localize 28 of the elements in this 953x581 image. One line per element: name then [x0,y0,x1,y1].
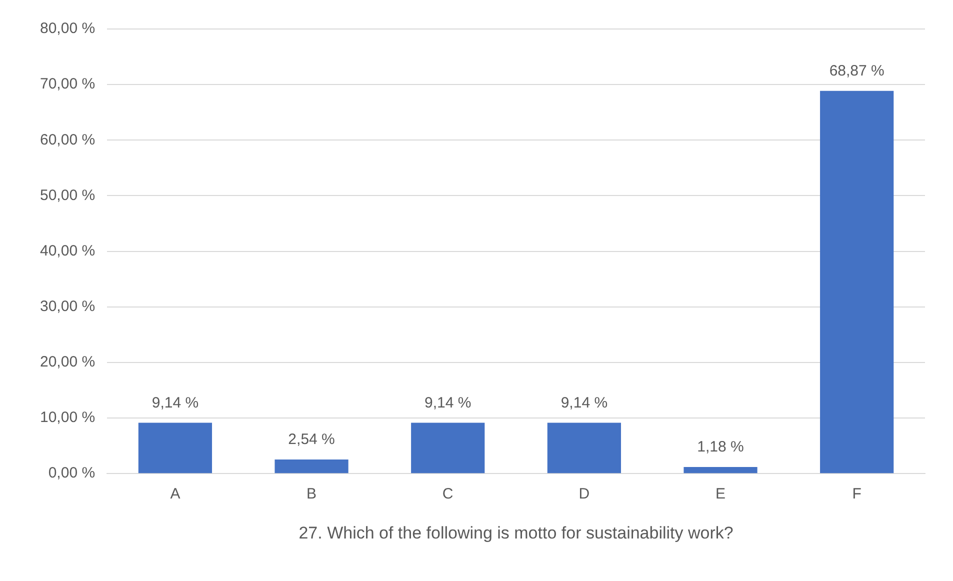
data-label: 2,54 % [288,431,335,448]
data-label: 1,18 % [697,438,744,456]
data-label: 9,14 % [424,394,472,412]
x-tick-label: F [852,486,862,503]
x-tick-label: B [306,486,317,503]
y-tick-label: 50,00 % [40,186,96,204]
y-tick-label: 80,00 % [40,20,96,38]
data-label: 9,14 % [152,394,199,412]
bar [684,467,758,474]
bar [274,459,348,474]
x-tick-label: D [578,486,590,503]
x-tick-label: C [442,486,454,503]
y-tick-label: 70,00 % [40,76,96,93]
bar [411,422,485,474]
bar [547,422,621,474]
y-tick-label: 30,00 % [40,298,96,316]
y-tick-label: 0,00 % [48,464,96,482]
data-label: 9,14 % [560,394,608,412]
bar [138,422,212,474]
bar [820,90,894,474]
x-axis-title: 27. Which of the following is motto for sustainability work? [298,523,734,542]
y-tick-label: 40,00 % [40,242,96,260]
data-label: 68,87 % [829,62,884,80]
y-tick-label: 20,00 % [40,354,96,371]
y-tick-label: 60,00 % [40,131,96,148]
x-tick-label: A [170,486,180,503]
x-tick-label: E [716,486,726,503]
y-tick-label: 10,00 % [40,409,96,426]
